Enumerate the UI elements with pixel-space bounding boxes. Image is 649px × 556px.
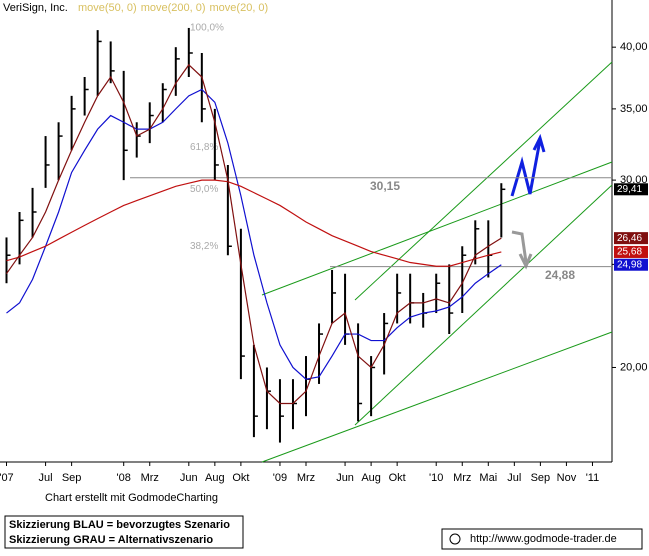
fib-label: 38,2% — [190, 241, 218, 252]
price-box — [614, 183, 648, 196]
x-tick-label: Okt — [389, 472, 406, 484]
y-tick-label: 40,00 — [620, 41, 648, 53]
x-tick-label: Mrz — [297, 472, 315, 484]
fib-label: 61,8% — [190, 142, 218, 153]
note: Skizzierung GRAU = Alternativszenario — [9, 534, 213, 546]
x-tick-label: Sep — [62, 472, 82, 484]
x-tick-label: '08 — [117, 472, 131, 484]
x-tick-label: '07 — [0, 472, 14, 484]
price-box — [614, 232, 648, 245]
y-tick-label: 35,00 — [620, 103, 648, 115]
trend-line — [261, 331, 613, 463]
level-label: 24,88 — [545, 268, 575, 282]
x-tick-label: Sep — [531, 472, 551, 484]
x-tick-label: Jul — [507, 472, 521, 484]
moving-average — [6, 179, 502, 267]
trend-line — [354, 184, 613, 426]
x-tick-label: '09 — [273, 472, 287, 484]
y-tick-label: 20,00 — [620, 361, 648, 373]
price-label: 25,68 — [617, 247, 642, 258]
x-tick-label: '11 — [586, 472, 600, 484]
legend-entry: move(20, 0) — [210, 2, 269, 14]
legend-entry: move(50, 0) — [78, 2, 137, 14]
x-tick-label: Jun — [180, 472, 198, 484]
footer: Chart erstellt mit GodmodeCharting — [45, 492, 218, 504]
price-label: 29,41 — [617, 184, 642, 195]
level-label: 30,15 — [370, 179, 400, 193]
y-tick-label: 30,00 — [620, 174, 648, 186]
note: Skizzierung BLAU = bevorzugtes Szenario — [9, 519, 230, 531]
arrow-head — [532, 133, 546, 153]
x-tick-label: Aug — [205, 472, 225, 484]
price-label: 26,46 — [617, 233, 642, 244]
notes-box — [4, 515, 244, 549]
price-box — [614, 258, 648, 271]
x-tick-label: Jun — [336, 472, 354, 484]
arrow-head — [518, 253, 533, 270]
x-tick-label: Mrz — [453, 472, 471, 484]
price-label: 24,98 — [617, 259, 642, 270]
trend-line — [261, 161, 613, 296]
moving-average — [6, 88, 502, 380]
x-tick-label: Mrz — [141, 472, 159, 484]
chart-title: VeriSign, Inc. — [3, 2, 68, 14]
gray-scenario-arrow — [511, 230, 528, 263]
moving-average — [6, 63, 502, 405]
icon — [449, 533, 461, 545]
fib-label: 50,0% — [190, 184, 218, 195]
trend-line — [354, 61, 613, 301]
price-box — [614, 245, 648, 258]
x-tick-label: '10 — [429, 472, 443, 484]
x-tick-label: Nov — [557, 472, 577, 484]
url: http://www.godmode-trader.de — [470, 533, 617, 545]
legend-entry: move(200, 0) — [141, 2, 206, 14]
trend-lines — [261, 61, 613, 463]
x-tick-label: Okt — [232, 472, 249, 484]
x-tick-label: Aug — [361, 472, 381, 484]
url-box — [441, 528, 643, 550]
x-tick-label: Jul — [39, 472, 53, 484]
fib-label: 100,0% — [190, 23, 224, 34]
x-tick-label: Mai — [479, 472, 497, 484]
plot: 20,0025,0030,0035,0040,00'07JulSep'08Mrz… — [0, 23, 648, 484]
